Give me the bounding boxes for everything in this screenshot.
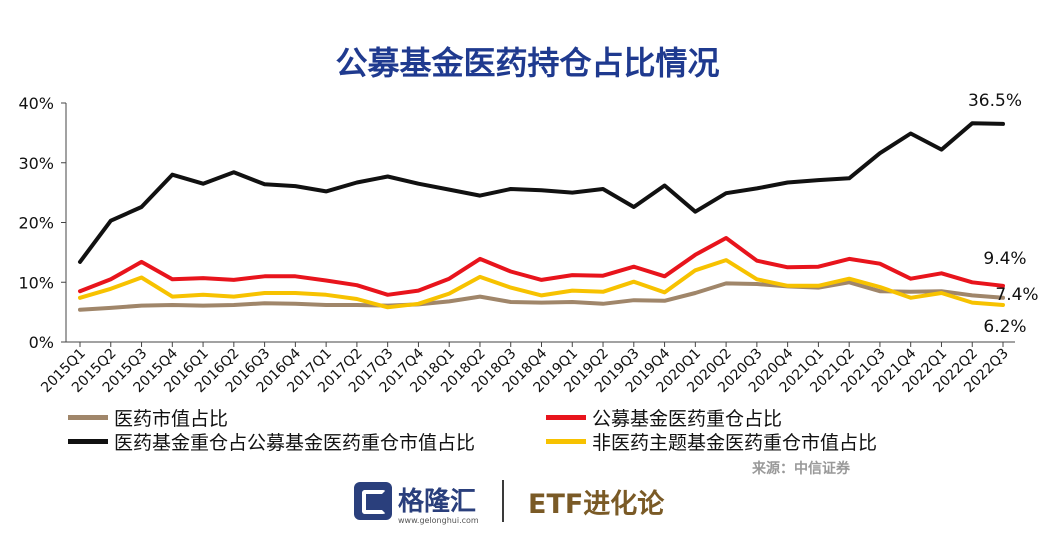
legend-item-1: 公募基金医药重仓占比 [546,404,782,430]
chart-axes: 0%10%20%30%40%2015Q12015Q22015Q32015Q420… [18,94,1015,396]
y-tick-label: 30% [18,154,54,173]
legend-item-2: 医药基金重仓占公募基金医药重仓市值占比 [68,428,475,454]
chart-title: 公募基金医药持仓占比情况 [335,44,720,82]
end-label-series-0: 7.4% [995,285,1038,305]
y-tick-label: 40% [18,94,54,113]
chart-end-labels: 7.4% 9.4% 36.5% 6.2% [968,91,1039,337]
y-tick-label: 0% [29,333,54,352]
end-label-series-3: 6.2% [983,317,1026,337]
footer-branding: 格隆汇 www.gelonghui.com ETF进化论 [0,472,1055,536]
legend-item-3: 非医药主题基金医药重仓市值占比 [546,428,877,454]
legend-label: 医药市值占比 [114,407,229,430]
brand-url: www.gelonghui.com [398,516,479,525]
series-line-1 [78,236,1005,297]
y-tick-label: 10% [18,273,54,292]
end-label-series-2: 36.5% [968,91,1022,111]
legend-swatch [68,438,108,444]
chart-series-lines [78,121,1005,312]
source-note: 来源：中信证券 [752,461,850,477]
brand-name: 格隆汇 [398,487,477,517]
legend-label: 非医药主题基金医药重仓市值占比 [592,431,878,454]
legend-label: 公募基金医药重仓占比 [592,407,783,430]
footer-divider [502,480,504,522]
gelonghui-logo-icon [354,482,392,520]
legend-swatch [546,414,586,420]
series-line-2 [78,121,1005,264]
series-line-3 [78,258,1005,310]
series-line-0 [78,280,1005,312]
legend-swatch [546,438,586,444]
legend-swatch [68,414,108,420]
channel-name: ETF进化论 [528,489,665,520]
legend-item-0: 医药市值占比 [68,404,228,430]
end-label-series-1: 9.4% [983,249,1026,269]
legend-label: 医药基金重仓占公募基金医药重仓市值占比 [114,431,476,454]
y-tick-label: 20% [18,214,54,233]
